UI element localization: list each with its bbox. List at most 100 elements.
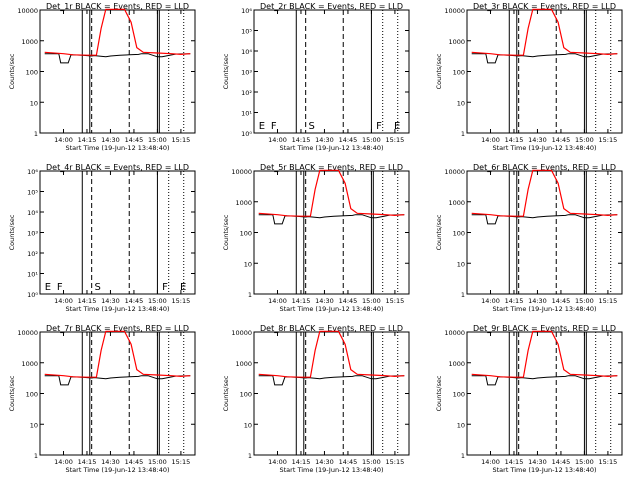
lld-series-line (44, 8, 191, 56)
x-tick-label: 15:15 (386, 458, 405, 466)
x-tick-label: 14:45 (339, 136, 358, 144)
y-tick-label: 10000 (231, 329, 252, 337)
y-tick-label: 10² (27, 250, 38, 258)
lld-series-line (471, 169, 618, 217)
x-axis-label: Start Time (19-Jun-12 13:48:40) (280, 144, 384, 152)
y-tick-label: 100 (453, 391, 465, 399)
y-tick-label: 10 (457, 99, 465, 107)
x-tick-label: 14:15 (78, 136, 97, 144)
x-tick-label: 14:15 (505, 136, 524, 144)
y-tick-label: 1000 (448, 360, 465, 368)
x-tick-label: 14:15 (78, 458, 97, 466)
y-axis-label: Counts/sec (435, 214, 443, 250)
lld-series-line (471, 330, 618, 378)
x-axis-label: Start Time (19-Jun-12 13:48:40) (66, 144, 170, 152)
y-tick-label: 10⁴ (27, 209, 38, 217)
y-tick-label: 10 (244, 421, 252, 429)
x-axis-label: Start Time (19-Jun-12 13:48:40) (493, 466, 597, 474)
y-tick-label: 10000 (17, 7, 38, 15)
y-tick-label: 10000 (231, 168, 252, 176)
y-tick-label: 1000 (21, 38, 38, 46)
region-marker-label: S (94, 282, 100, 293)
y-axis-label: Counts/sec (8, 375, 16, 411)
y-tick-label: 1 (34, 452, 38, 460)
x-axis-label: Start Time (19-Jun-12 13:48:40) (280, 305, 384, 313)
y-tick-label: 10000 (444, 168, 465, 176)
x-tick-label: 14:00 (268, 297, 287, 305)
x-axis-label: Start Time (19-Jun-12 13:48:40) (493, 144, 597, 152)
plot-frame (39, 331, 196, 456)
x-tick-label: 14:15 (78, 297, 97, 305)
y-tick-label: 1000 (448, 199, 465, 207)
x-tick-label: 15:15 (599, 458, 618, 466)
plot-frame (466, 331, 623, 456)
x-tick-label: 15:00 (362, 458, 381, 466)
chart-title: Det_5r BLACK = Events, RED = LLD (260, 163, 403, 172)
y-tick-label: 1 (34, 130, 38, 138)
y-tick-label: 10⁵ (27, 189, 38, 197)
x-tick-label: 14:45 (339, 458, 358, 466)
y-tick-label: 10 (457, 421, 465, 429)
x-axis-label: Start Time (19-Jun-12 13:48:40) (493, 305, 597, 313)
chart-panel-1: Det_1r BLACK = Events, RED = LLD Counts/s… (8, 2, 196, 152)
x-tick-label: 15:15 (599, 136, 618, 144)
chart-panel-7: Det_7r BLACK = Events, RED = LLD Counts/s… (8, 324, 196, 474)
y-tick-label: 1000 (448, 38, 465, 46)
y-axis-label: Counts/sec (222, 53, 230, 89)
y-tick-label: 10000 (444, 329, 465, 337)
x-tick-label: 14:00 (481, 297, 500, 305)
y-tick-label: 1000 (235, 199, 252, 207)
y-axis-label: Counts/sec (222, 375, 230, 411)
y-tick-label: 10⁶ (241, 7, 252, 15)
x-tick-label: 14:45 (125, 136, 144, 144)
region-marker-label: F (271, 121, 277, 132)
x-axis-label: Start Time (19-Jun-12 13:48:40) (280, 466, 384, 474)
x-tick-label: 14:30 (528, 297, 547, 305)
y-tick-label: 10⁵ (241, 28, 252, 36)
lld-series-line (44, 330, 191, 378)
events-series-line (471, 53, 618, 64)
x-tick-label: 15:15 (599, 297, 618, 305)
x-tick-label: 15:00 (575, 458, 594, 466)
chart-title: Det_7r BLACK = Events, RED = LLD (46, 324, 189, 333)
chart-title: Det_4r BLACK = Events, RED = LLD (46, 163, 189, 172)
y-tick-label: 10⁰ (27, 291, 38, 299)
y-tick-label: 10¹ (27, 271, 38, 279)
x-tick-label: 14:30 (528, 136, 547, 144)
y-tick-label: 100 (240, 391, 252, 399)
chart-panel-4: Det_4r BLACK = Events, RED = LLD Counts/s… (8, 163, 196, 313)
plot-frame (253, 331, 410, 456)
x-tick-label: 15:15 (172, 458, 191, 466)
chart-title: Det_1r BLACK = Events, RED = LLD (46, 2, 189, 11)
x-tick-label: 14:30 (528, 458, 547, 466)
events-series-line (258, 214, 405, 225)
x-tick-label: 14:30 (315, 136, 334, 144)
x-tick-label: 14:15 (505, 297, 524, 305)
y-tick-label: 10 (30, 421, 38, 429)
lld-series-line (471, 8, 618, 56)
region-marker-label: E (180, 282, 186, 293)
y-tick-label: 10³ (241, 69, 252, 77)
y-tick-label: 10 (30, 99, 38, 107)
lld-series-line (258, 169, 405, 217)
y-tick-label: 100 (26, 69, 38, 77)
y-axis-label: Counts/sec (435, 53, 443, 89)
x-tick-label: 14:00 (481, 136, 500, 144)
y-tick-label: 1 (461, 291, 465, 299)
chart-title: Det_2r BLACK = Events, RED = LLD (260, 2, 403, 11)
region-marker-label: S (308, 121, 314, 132)
x-tick-label: 14:00 (54, 297, 73, 305)
y-tick-label: 10 (244, 260, 252, 268)
y-tick-label: 1 (248, 452, 252, 460)
x-tick-label: 14:45 (552, 297, 571, 305)
y-axis-label: Counts/sec (435, 375, 443, 411)
x-tick-label: 14:15 (505, 458, 524, 466)
y-tick-label: 100 (26, 391, 38, 399)
x-tick-label: 14:30 (101, 136, 120, 144)
y-tick-label: 10¹ (241, 110, 252, 118)
x-tick-label: 15:00 (362, 297, 381, 305)
y-tick-label: 10000 (17, 329, 38, 337)
x-tick-label: 15:00 (148, 297, 167, 305)
